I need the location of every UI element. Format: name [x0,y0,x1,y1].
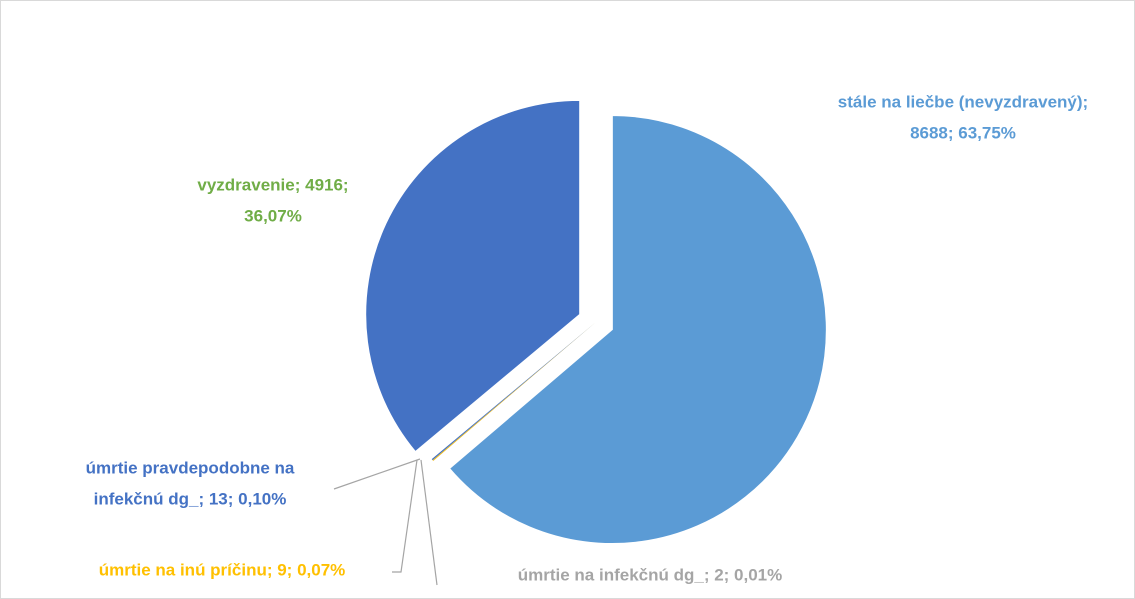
pie-slice [433,322,596,461]
data-label: úmrtie na infekčnú dg_; 2; 0,01% [518,565,783,584]
leader-line [333,458,421,490]
data-label: infekčnú dg_; 13; 0,10% [94,489,287,508]
pie-slice [448,115,827,545]
data-label: 36,07% [244,206,302,225]
data-label: stále na liečbe (nevyzdravený); [838,92,1088,111]
pie-slice [365,99,581,453]
data-label: vyzdravenie; 4916; [197,175,348,194]
data-label: úmrtie pravdepodobne na [86,458,295,477]
pie-slice [432,322,596,461]
leader-line [420,459,438,586]
data-label: úmrtie na inú príčinu; 9; 0,07% [99,560,346,579]
pie-slice [431,322,596,461]
leader-line [392,459,418,573]
data-label: 8688; 63,75% [910,123,1016,142]
